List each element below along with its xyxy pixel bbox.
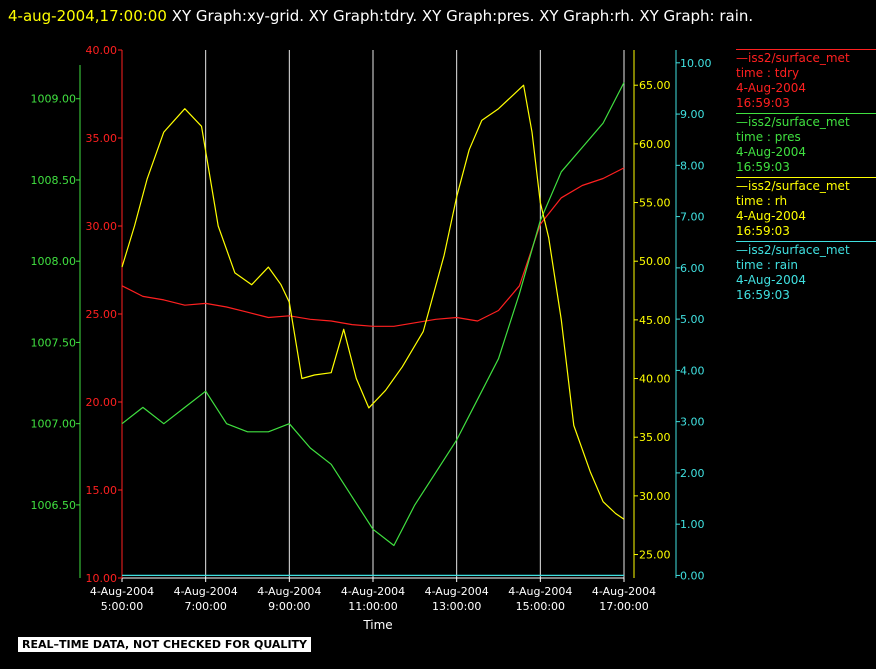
x-tick-label-date: 4-Aug-2004 (425, 585, 489, 598)
x-tick-label-date: 4-Aug-2004 (90, 585, 154, 598)
legend-series-date: 4-Aug-2004 (736, 145, 807, 159)
rain-tick-label: 10.00 (680, 57, 712, 70)
pres-series-line (121, 82, 625, 547)
rain-tick-label: 2.00 (680, 467, 705, 480)
legend-series-var: time : rh (736, 194, 788, 208)
x-tick-label-time: 17:00:00 (599, 600, 648, 613)
legend-entry-rh: —iss2/surface_met time : rh 4-Aug-2004 1… (736, 177, 876, 239)
rain-tick-label: 7.00 (680, 211, 705, 224)
x-tick-label-time: 15:00:00 (516, 600, 565, 613)
legend: —iss2/surface_met time : tdry 4-Aug-2004… (736, 49, 876, 305)
pres-tick-label: 1009.00 (31, 93, 77, 106)
rain-tick-label: 5.00 (680, 313, 705, 326)
tdry-series-line (121, 167, 625, 327)
rain-tick-label: 4.00 (680, 364, 705, 377)
rh-tick-label: 45.00 (639, 314, 671, 327)
tdry-tick-label: 30.00 (86, 220, 118, 233)
legend-entry-rain: —iss2/surface_met time : rain 4-Aug-2004… (736, 241, 876, 303)
x-tick-label-time: 7:00:00 (184, 600, 226, 613)
legend-series-var: time : tdry (736, 66, 800, 80)
x-tick-label-date: 4-Aug-2004 (174, 585, 238, 598)
legend-entry-pres: —iss2/surface_met time : pres 4-Aug-2004… (736, 113, 876, 175)
rain-tick-label: 0.00 (680, 569, 705, 582)
legend-series-name: —iss2/surface_met (736, 51, 850, 65)
rain-tick-label: 6.00 (680, 262, 705, 275)
rh-tick-label: 30.00 (639, 490, 671, 503)
rh-tick-label: 50.00 (639, 255, 671, 268)
x-tick-label-date: 4-Aug-2004 (508, 585, 572, 598)
title-text: XY Graph:xy-grid. XY Graph:tdry. XY Grap… (171, 7, 754, 25)
pres-tick-label: 1008.50 (31, 174, 77, 187)
x-axis-label: Time (362, 618, 392, 632)
tdry-tick-label: 20.00 (86, 396, 118, 409)
rh-series-line (121, 84, 625, 520)
rh-tick-label: 55.00 (639, 197, 671, 210)
rh-tick-label: 60.00 (639, 138, 671, 151)
rh-tick-label: 35.00 (639, 431, 671, 444)
data-quality-disclaimer: REAL–TIME DATA, NOT CHECKED FOR QUALITY (18, 637, 312, 652)
rain-tick-label: 3.00 (680, 416, 705, 429)
legend-series-date: 4-Aug-2004 (736, 273, 807, 287)
tdry-tick-label: 25.00 (86, 308, 118, 321)
legend-series-date: 4-Aug-2004 (736, 81, 807, 95)
x-tick-label-date: 4-Aug-2004 (592, 585, 656, 598)
legend-series-date: 4-Aug-2004 (736, 209, 807, 223)
rain-tick-label: 8.00 (680, 159, 705, 172)
rain-tick-label: 9.00 (680, 108, 705, 121)
pres-tick-label: 1008.00 (31, 255, 77, 268)
x-tick-label-time: 5:00:00 (101, 600, 143, 613)
tdry-tick-label: 35.00 (86, 132, 118, 145)
tdry-tick-label: 40.00 (86, 44, 118, 57)
legend-series-time: 16:59:03 (736, 96, 790, 110)
legend-entry-tdry: —iss2/surface_met time : tdry 4-Aug-2004… (736, 49, 876, 111)
legend-series-var: time : rain (736, 258, 799, 272)
x-tick-label-time: 11:00:00 (348, 600, 397, 613)
legend-series-name: —iss2/surface_met (736, 179, 850, 193)
pres-tick-label: 1007.50 (31, 336, 77, 349)
x-tick-label-time: 9:00:00 (268, 600, 310, 613)
chart-title: 4-aug-2004,17:00:00 XY Graph:xy-grid. XY… (8, 2, 868, 30)
legend-series-time: 16:59:03 (736, 288, 790, 302)
x-tick-label-date: 4-Aug-2004 (257, 585, 321, 598)
legend-series-name: —iss2/surface_met (736, 243, 850, 257)
pres-tick-label: 1007.00 (31, 418, 77, 431)
legend-series-time: 16:59:03 (736, 160, 790, 174)
legend-series-name: —iss2/surface_met (736, 115, 850, 129)
tdry-tick-label: 10.00 (86, 572, 118, 585)
legend-series-var: time : pres (736, 130, 801, 144)
x-tick-label-time: 13:00:00 (432, 600, 481, 613)
x-tick-label-date: 4-Aug-2004 (341, 585, 405, 598)
title-timestamp: 4-aug-2004,17:00:00 (8, 7, 167, 25)
legend-series-time: 16:59:03 (736, 224, 790, 238)
rh-tick-label: 65.00 (639, 79, 671, 92)
rain-tick-label: 1.00 (680, 518, 705, 531)
rh-tick-label: 25.00 (639, 549, 671, 562)
pres-tick-label: 1006.50 (31, 499, 77, 512)
rh-tick-label: 40.00 (639, 373, 671, 386)
tdry-tick-label: 15.00 (86, 484, 118, 497)
